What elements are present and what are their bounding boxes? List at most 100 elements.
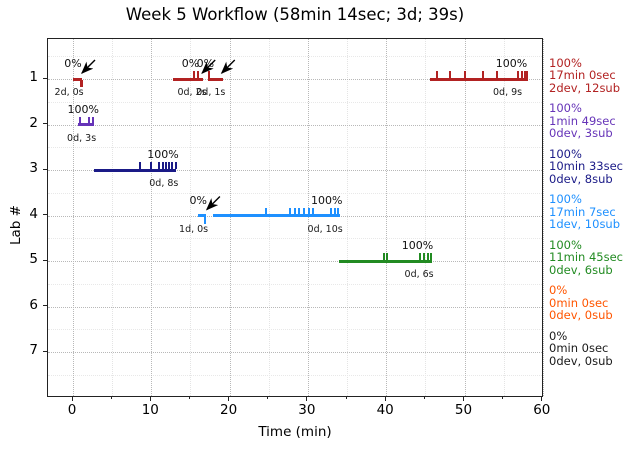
sub-tick-mark bbox=[382, 253, 385, 260]
legend-time: 17min 7sec bbox=[549, 204, 616, 219]
x-tick bbox=[463, 397, 464, 401]
minor-gridline-v bbox=[112, 39, 114, 396]
legend-counts: 1dev, 10sub bbox=[549, 217, 621, 231]
sub-tick-mark bbox=[333, 207, 336, 215]
x-tick-label: 60 bbox=[533, 402, 551, 418]
gridline-v bbox=[386, 39, 388, 396]
sub-tick-mark bbox=[520, 71, 523, 78]
sub-tick-mark bbox=[481, 71, 484, 78]
sub-tick-mark bbox=[288, 207, 291, 215]
percent-label: 0% bbox=[189, 193, 207, 207]
legend-block: 100% 11min 45sec 0dev, 6sub bbox=[549, 237, 629, 277]
sub-tick-mark bbox=[162, 162, 165, 169]
sub-tick-mark bbox=[174, 162, 177, 169]
plot-area: 0% 2d, 0s 0% 0d, 2s 0% 0d, 1s 100% 0d, 9s 100% 0d… bbox=[47, 38, 544, 397]
legend-time: 0min 0sec bbox=[549, 295, 609, 310]
sub-tick-mark bbox=[171, 162, 174, 169]
x-tick bbox=[384, 397, 386, 401]
minor-gridline-h bbox=[48, 329, 542, 331]
minor-gridline-h bbox=[48, 192, 542, 194]
legend-percent: 0% bbox=[549, 328, 568, 343]
count-label: 0d, 6s bbox=[404, 269, 434, 280]
x-minor-tick bbox=[267, 397, 269, 399]
sub-tick-mark bbox=[464, 71, 467, 78]
legend-percent: 100% bbox=[549, 55, 582, 70]
minor-gridline-h bbox=[48, 147, 542, 149]
x-tick-label: 50 bbox=[454, 402, 473, 418]
percent-label: 0% bbox=[196, 57, 215, 70]
count-label: 0d, 8s bbox=[149, 178, 179, 189]
x-tick-label: 40 bbox=[376, 402, 394, 418]
x-minor-tick bbox=[423, 397, 425, 399]
bar-segment bbox=[73, 77, 83, 81]
legend-counts: 0dev, 0sub bbox=[549, 353, 613, 368]
y-tick-label: 7 bbox=[29, 342, 38, 358]
gridline-v bbox=[307, 39, 309, 396]
y-tick bbox=[43, 214, 47, 215]
sub-tick-mark bbox=[422, 253, 425, 260]
legend-block: 100% 10min 33sec 0dev, 8sub bbox=[549, 146, 629, 186]
sub-tick-mark bbox=[436, 71, 439, 78]
x-tick bbox=[71, 397, 73, 401]
percent-label: 100% bbox=[147, 148, 179, 161]
legend-percent: 100% bbox=[549, 146, 582, 161]
gridline-h bbox=[48, 170, 542, 171]
bar-segment bbox=[339, 259, 433, 263]
percent-label: 100% bbox=[401, 239, 434, 252]
sub-tick-mark bbox=[426, 253, 429, 260]
sub-tick-mark bbox=[516, 71, 519, 78]
sub-tick-mark bbox=[496, 71, 499, 78]
x-tick bbox=[228, 397, 230, 401]
bar-segment bbox=[78, 123, 95, 126]
y-tick bbox=[43, 305, 47, 306]
sub-tick-mark bbox=[158, 162, 161, 169]
sub-tick-mark bbox=[293, 207, 296, 215]
count-label: 0d, 3s bbox=[67, 132, 97, 144]
minor-gridline-h bbox=[48, 56, 542, 58]
dev-tick-mark bbox=[204, 216, 207, 224]
minor-gridline-h bbox=[48, 283, 542, 285]
legend-percent: 0% bbox=[549, 283, 568, 297]
sub-tick-mark bbox=[429, 253, 432, 260]
sub-tick-mark bbox=[138, 162, 141, 169]
sub-tick-mark bbox=[265, 207, 268, 215]
legend-block: 0% 0min 0sec 0dev, 0sub bbox=[549, 284, 629, 322]
y-tick-label: 1 bbox=[29, 69, 38, 85]
count-label: 1d, 0s bbox=[179, 223, 209, 235]
gridline-v bbox=[542, 39, 544, 396]
legend-time: 11min 45sec bbox=[549, 250, 623, 264]
minor-gridline-v bbox=[190, 39, 192, 396]
sub-tick-mark bbox=[312, 207, 315, 215]
count-label: 2d, 0s bbox=[54, 87, 84, 98]
sub-tick-mark bbox=[418, 253, 421, 260]
x-tick-label: 0 bbox=[67, 402, 77, 418]
sub-tick-mark bbox=[298, 207, 301, 215]
percent-label: 100% bbox=[310, 193, 343, 207]
legend-percent: 100% bbox=[549, 237, 582, 252]
sub-tick-mark bbox=[208, 71, 211, 78]
percent-label: 0% bbox=[181, 57, 200, 70]
x-tick-label: 30 bbox=[298, 402, 316, 418]
legend-block: 100% 17min 7sec 1dev, 10sub bbox=[549, 193, 629, 231]
x-tick bbox=[149, 397, 151, 401]
minor-gridline-v bbox=[347, 39, 349, 396]
legend-percent: 100% bbox=[549, 101, 582, 115]
sub-tick-mark bbox=[523, 71, 526, 78]
x-minor-tick bbox=[502, 397, 504, 399]
y-tick bbox=[43, 123, 47, 124]
count-label: 0d, 2s bbox=[177, 87, 207, 98]
bar-segment bbox=[94, 168, 177, 172]
gridline-v bbox=[464, 39, 466, 396]
x-minor-tick bbox=[188, 397, 190, 399]
minor-gridline-v bbox=[503, 39, 505, 396]
percent-label: 100% bbox=[67, 102, 99, 116]
x-minor-tick bbox=[110, 397, 112, 399]
sub-tick-mark bbox=[302, 207, 305, 215]
gridline-v bbox=[229, 39, 231, 396]
legend-counts: 0dev, 8sub bbox=[549, 171, 613, 186]
legend-counts: 0dev, 6sub bbox=[549, 262, 613, 277]
y-tick bbox=[43, 168, 47, 170]
count-label: 0d, 1s bbox=[196, 87, 226, 98]
legend-block: 100% 17min 0sec 2dev, 12sub bbox=[549, 55, 629, 95]
y-axis-label: Lab # bbox=[7, 205, 24, 245]
